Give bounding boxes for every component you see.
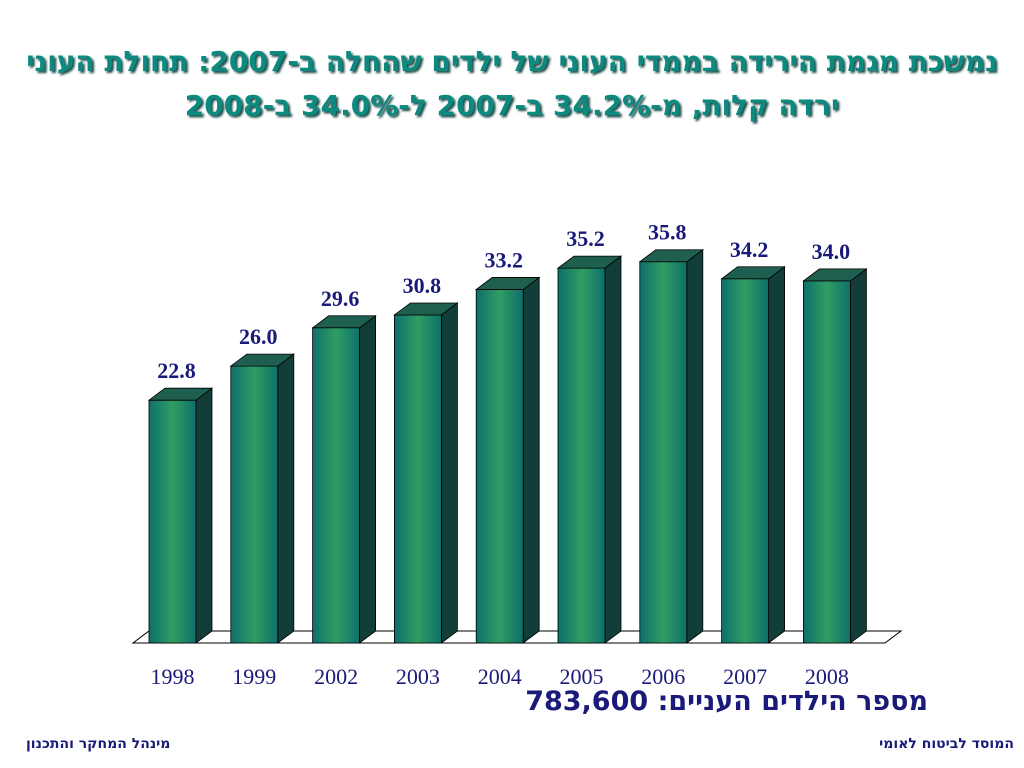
footer-organization: המוסד לביטוח לאומי bbox=[879, 736, 1014, 752]
x-tick-2005: 2005 bbox=[560, 664, 604, 689]
x-tick-1999: 1999 bbox=[232, 664, 276, 689]
poor-children-count: מספר הילדים העניים: 783,600 bbox=[525, 686, 928, 717]
bar-2008 bbox=[802, 268, 868, 644]
x-tick-2004: 2004 bbox=[478, 664, 522, 689]
data-label-2007: 34.2 bbox=[730, 237, 769, 262]
x-tick-2006: 2006 bbox=[641, 664, 685, 689]
data-label-2003: 30.8 bbox=[403, 273, 442, 298]
data-label-2008: 34.0 bbox=[812, 239, 851, 264]
bar-2003 bbox=[393, 302, 459, 644]
data-label-2004: 33.2 bbox=[484, 247, 523, 272]
bar-2005 bbox=[556, 255, 623, 644]
bar-2006 bbox=[638, 248, 704, 644]
footer-department: מינהל המחקר והתכנון bbox=[26, 736, 171, 752]
data-label-2006: 35.8 bbox=[648, 220, 687, 245]
x-tick-2002: 2002 bbox=[314, 664, 358, 689]
data-label-2005: 35.2 bbox=[566, 226, 605, 251]
bar-1998 bbox=[147, 387, 214, 644]
poor-children-value: 783,600 bbox=[525, 686, 649, 717]
data-label-2002: 29.6 bbox=[321, 286, 360, 311]
slide-title: נמשכת מגמת הירידה בממדי העוני של ילדים ש… bbox=[26, 45, 998, 122]
poor-children-label: מספר הילדים העניים: bbox=[657, 686, 928, 717]
data-label-1999: 26.0 bbox=[239, 324, 278, 349]
bar-2007 bbox=[720, 265, 786, 644]
x-tick-2007: 2007 bbox=[723, 664, 767, 689]
x-tick-1998: 1998 bbox=[151, 664, 195, 689]
x-tick-2008: 2008 bbox=[805, 664, 849, 689]
x-tick-2003: 2003 bbox=[396, 664, 440, 689]
bar-1999 bbox=[229, 353, 295, 644]
bar-2002 bbox=[311, 314, 377, 644]
bar-2004 bbox=[475, 276, 541, 644]
data-label-1998: 22.8 bbox=[157, 358, 196, 383]
